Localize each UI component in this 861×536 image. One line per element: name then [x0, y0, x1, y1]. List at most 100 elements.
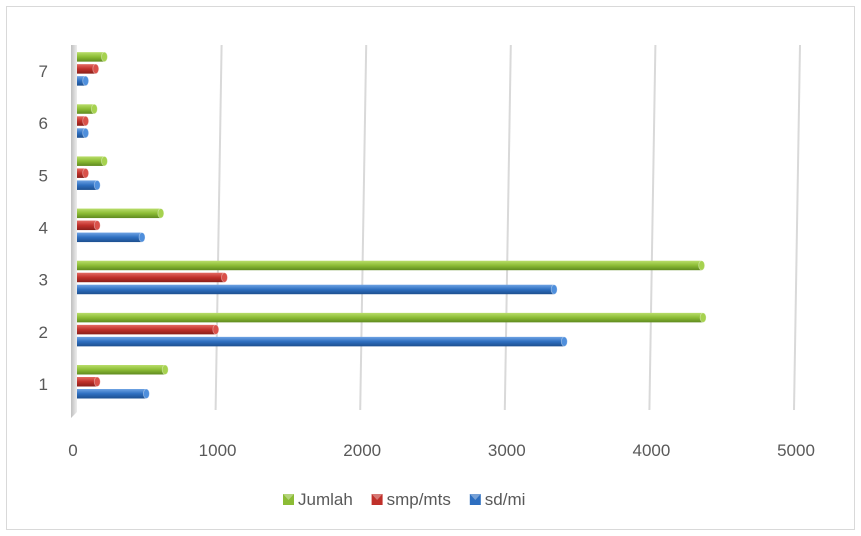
bar-body	[77, 220, 98, 231]
bar-body	[77, 128, 86, 138]
gridline	[503, 44, 512, 411]
bar-smp-mts-6	[77, 115, 90, 127]
bar-cap	[699, 312, 707, 323]
bar-body	[77, 312, 704, 323]
bar-body	[77, 52, 105, 62]
bar-Jumlah-5	[77, 156, 108, 167]
legend-swatch	[371, 494, 383, 505]
y-tick-label: 5	[39, 166, 48, 185]
bar-Jumlah-6	[77, 103, 98, 115]
bar-body	[77, 76, 86, 86]
legend-item-sd-mi: sd/mi	[469, 490, 526, 509]
axis-wall	[71, 45, 77, 418]
bar-cap	[93, 376, 101, 387]
x-tick-label: 3000	[488, 441, 526, 460]
bar-smp-mts-5	[77, 168, 90, 179]
bar-cap	[93, 220, 101, 231]
gridline	[793, 44, 801, 411]
legend-label: smp/mts	[387, 490, 451, 509]
bar-cap	[698, 260, 706, 271]
legend-label: Jumlah	[298, 490, 353, 509]
bar-sd-mi-4	[77, 232, 146, 243]
bar-sd-mi-7	[77, 75, 90, 87]
bar-smp-mts-4	[77, 220, 101, 231]
bar-body	[77, 232, 143, 243]
legend-item-smp-mts: smp/mts	[371, 490, 451, 509]
gridlines	[214, 44, 801, 411]
y-tick-label: 6	[39, 114, 48, 133]
gridline	[214, 44, 223, 411]
y-axis-ticks: 1 2 3 4 5 6 7	[39, 62, 48, 394]
y-tick-label: 4	[39, 219, 48, 238]
gridline	[359, 44, 368, 411]
y-tick-label: 2	[39, 323, 48, 342]
bar-body	[77, 260, 702, 271]
bar-cap	[82, 127, 90, 139]
bar-body	[77, 365, 166, 375]
legend-swatch-shine	[469, 494, 481, 500]
legend-swatch-shine	[371, 494, 383, 500]
bar-body	[77, 389, 147, 399]
bar-Jumlah-1	[77, 364, 169, 375]
bar-body	[77, 104, 95, 114]
x-tick-label: 5000	[777, 441, 815, 460]
bars	[77, 51, 707, 399]
axis-wall-panel	[71, 45, 77, 418]
bar-cap	[82, 168, 90, 179]
y-tick-label: 3	[39, 271, 48, 290]
bar-body	[77, 272, 225, 283]
bar-smp-mts-7	[77, 63, 100, 75]
bar-Jumlah-2	[77, 312, 707, 323]
bar-cap	[560, 336, 568, 347]
legend-swatch	[469, 494, 481, 505]
bar-body	[77, 180, 98, 190]
bar-smp-mts-2	[77, 324, 220, 335]
bar-body	[77, 377, 98, 387]
bar-body	[77, 64, 96, 74]
bar-body	[77, 284, 555, 295]
bar-cap	[90, 103, 98, 115]
legend-swatch-shine	[283, 494, 294, 500]
bar-Jumlah-7	[77, 51, 108, 63]
bar-cap	[143, 388, 150, 399]
bar-cap	[82, 115, 90, 127]
bar-cap	[161, 364, 169, 375]
bar-Jumlah-4	[77, 208, 165, 219]
bar-body	[77, 168, 86, 178]
bar-smp-mts-3	[77, 272, 228, 283]
y-tick-label: 1	[39, 375, 48, 394]
x-tick-label: 4000	[632, 441, 670, 460]
bar-Jumlah-3	[77, 260, 706, 271]
x-axis-ticks: 0 1000 2000 3000 4000 5000	[68, 441, 815, 460]
legend-swatch	[283, 494, 294, 505]
x-tick-label: 2000	[343, 441, 381, 460]
bar-body	[77, 116, 86, 126]
bar-body	[77, 324, 216, 335]
x-tick-label: 0	[68, 441, 77, 460]
bar-cap	[221, 272, 228, 283]
y-tick-label: 7	[39, 62, 48, 81]
bar-sd-mi-3	[77, 284, 558, 295]
bar-sd-mi-2	[77, 336, 568, 347]
bar-sd-mi-5	[77, 180, 101, 191]
bar-body	[77, 156, 105, 166]
legend-label: sd/mi	[485, 490, 526, 509]
bar-cap	[101, 156, 108, 167]
legend-item-Jumlah: Jumlah	[283, 490, 353, 509]
bar-cap	[550, 284, 558, 295]
bar-sd-mi-6	[77, 127, 90, 139]
bar-smp-mts-1	[77, 376, 101, 387]
bar-cap	[82, 75, 90, 87]
x-tick-label: 1000	[199, 441, 237, 460]
bar-cap	[157, 208, 165, 219]
gridline	[648, 44, 657, 411]
bar-body	[77, 208, 161, 219]
bar-body	[77, 336, 565, 347]
legend: Jumlah smp/mts sd/mi	[283, 490, 525, 509]
bar-sd-mi-1	[77, 388, 150, 399]
bar-cap	[212, 324, 220, 335]
bar-cap	[138, 232, 146, 243]
bar-cap	[93, 180, 101, 191]
bar-cap	[92, 63, 100, 75]
